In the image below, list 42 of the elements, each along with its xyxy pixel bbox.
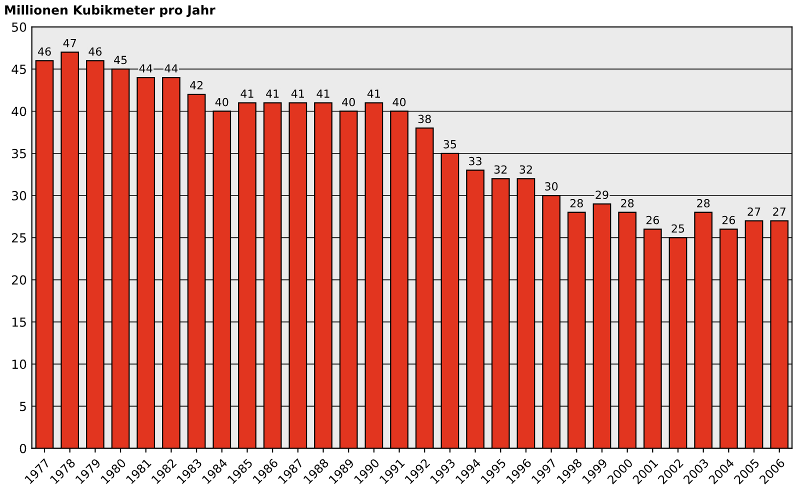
data-label: 41 (266, 90, 279, 98)
data-label: 28 (570, 199, 583, 208)
data-label: 28 (697, 199, 710, 208)
data-label: 41 (367, 90, 380, 98)
data-label: 30 (545, 182, 558, 191)
data-label: 44 (164, 64, 178, 72)
y-tick-label: 25 (12, 233, 26, 243)
y-tick-label: 35 (12, 148, 26, 158)
data-label: 42 (190, 81, 202, 90)
y-tick-label: 0 (20, 444, 26, 454)
data-label: 41 (316, 90, 330, 98)
y-tick-label: 5 (20, 402, 26, 412)
y-tick-label: 40 (12, 106, 26, 116)
data-label: 32 (494, 165, 507, 174)
data-label: 26 (646, 216, 660, 224)
data-label: 32 (520, 165, 532, 174)
data-label: 40 (342, 98, 355, 106)
data-label: 27 (748, 207, 760, 216)
data-label: 38 (418, 114, 431, 124)
y-tick-label: 50 (12, 22, 26, 32)
y-tick-label: 45 (12, 64, 26, 74)
data-label: 40 (215, 98, 228, 106)
y-tick-label: 15 (12, 318, 26, 327)
data-label: 26 (722, 216, 736, 224)
y-tick-label: 10 (12, 360, 26, 369)
y-tick-label: 30 (12, 190, 26, 200)
data-label: 29 (596, 190, 608, 200)
data-label: 35 (444, 140, 456, 148)
chart-title: Millionen Kubikmeter pro Jahr (5, 5, 216, 18)
data-label: 40 (392, 98, 406, 106)
data-label: 45 (114, 56, 127, 64)
data-label: 25 (672, 224, 684, 233)
data-label: 47 (63, 39, 76, 48)
data-label: 44 (139, 64, 152, 72)
data-label: 28 (621, 199, 634, 208)
data-label: 41 (240, 90, 254, 98)
data-label: 41 (291, 90, 304, 98)
data-label: 27 (773, 207, 786, 216)
data-label: 46 (88, 47, 102, 56)
data-label: 33 (469, 156, 482, 166)
y-tick-label: 20 (12, 275, 26, 285)
data-label: 46 (38, 47, 51, 56)
